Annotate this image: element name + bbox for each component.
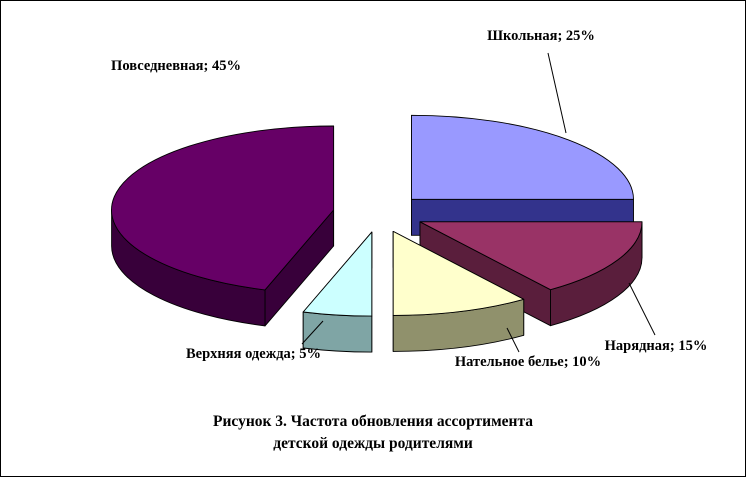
pie-slice-0-top	[411, 114, 634, 200]
pie-slice-4-top	[111, 125, 335, 291]
pie-slice-1-top	[419, 221, 643, 291]
slice-label-verkhnyaya-odezhda: Верхняя одежда; 5%	[186, 346, 321, 362]
leader-line-3	[301, 320, 324, 345]
slice-label-naryadnaya: Нарядная; 15%	[604, 338, 708, 354]
chart-title-line1: Рисунок 3. Частота обновления ассортимен…	[213, 413, 533, 430]
leader-line-0	[547, 52, 567, 134]
chart-title: Рисунок 3. Частота обновления ассортимен…	[1, 411, 745, 455]
pie-slice-2	[392, 230, 525, 352]
slice-label-povsednevnaya: Повседневная; 45%	[111, 58, 241, 74]
leader-line-2	[506, 327, 520, 353]
slice-label-shkolnaya: Школьная; 25%	[487, 28, 595, 44]
pie-slice-2-top	[392, 230, 525, 316]
chart-title-line2: детской одежды родителями	[273, 435, 473, 452]
pie-slice-4	[111, 125, 335, 327]
pie-slice-3-top	[302, 231, 373, 317]
slice-label-natelnoe-belyo: Нательное белье; 10%	[454, 354, 602, 370]
pie-slice-0	[411, 114, 634, 236]
leader-line-1	[628, 282, 656, 336]
pie-slice-3	[302, 231, 373, 353]
